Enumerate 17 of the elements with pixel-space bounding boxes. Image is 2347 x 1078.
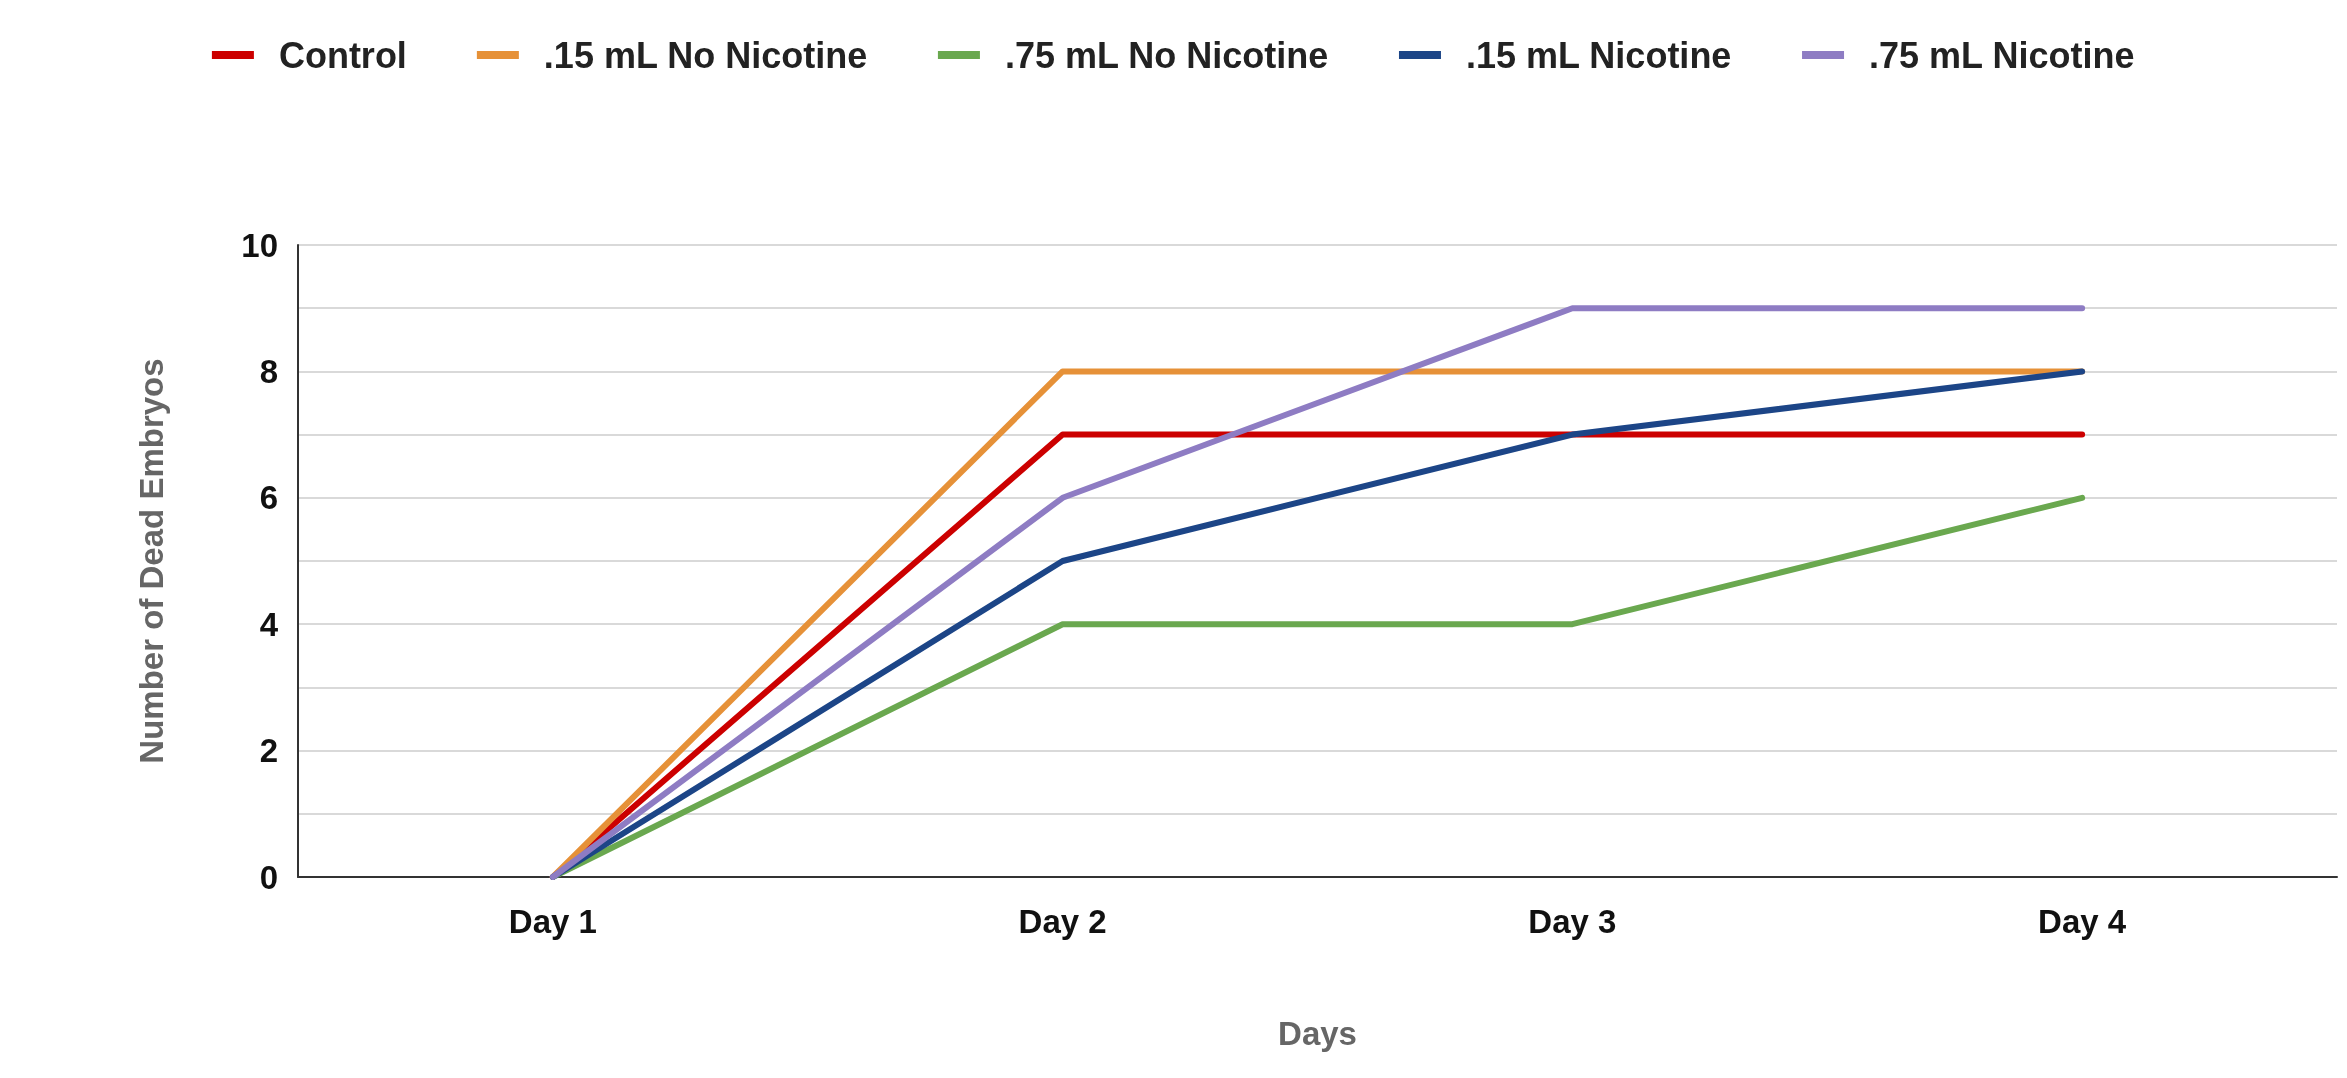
y-tick-label: 8 <box>259 352 278 390</box>
x-tick-label: Day 2 <box>1018 903 1107 940</box>
x-tick-label: Day 4 <box>2038 903 2127 940</box>
x-tick-label: Day 3 <box>1528 903 1617 940</box>
legend-label: .15 mL Nicotine <box>1465 34 1732 76</box>
legend-label: .15 mL No Nicotine <box>543 34 868 76</box>
y-tick-label: 4 <box>259 605 279 643</box>
x-axis-title: Days <box>1278 1015 1357 1052</box>
y-tick-label: 10 <box>241 226 278 264</box>
legend-label: .75 mL No Nicotine <box>1004 34 1329 76</box>
y-tick-label: 6 <box>259 479 278 517</box>
legend-label: .75 mL Nicotine <box>1869 34 2135 76</box>
y-axis-title: Number of Dead Embryos <box>133 358 170 764</box>
x-tick-label: Day 1 <box>508 903 597 940</box>
y-tick-label: 2 <box>259 732 278 770</box>
legend-label: Control <box>278 34 407 76</box>
y-tick-label: 0 <box>259 858 278 896</box>
